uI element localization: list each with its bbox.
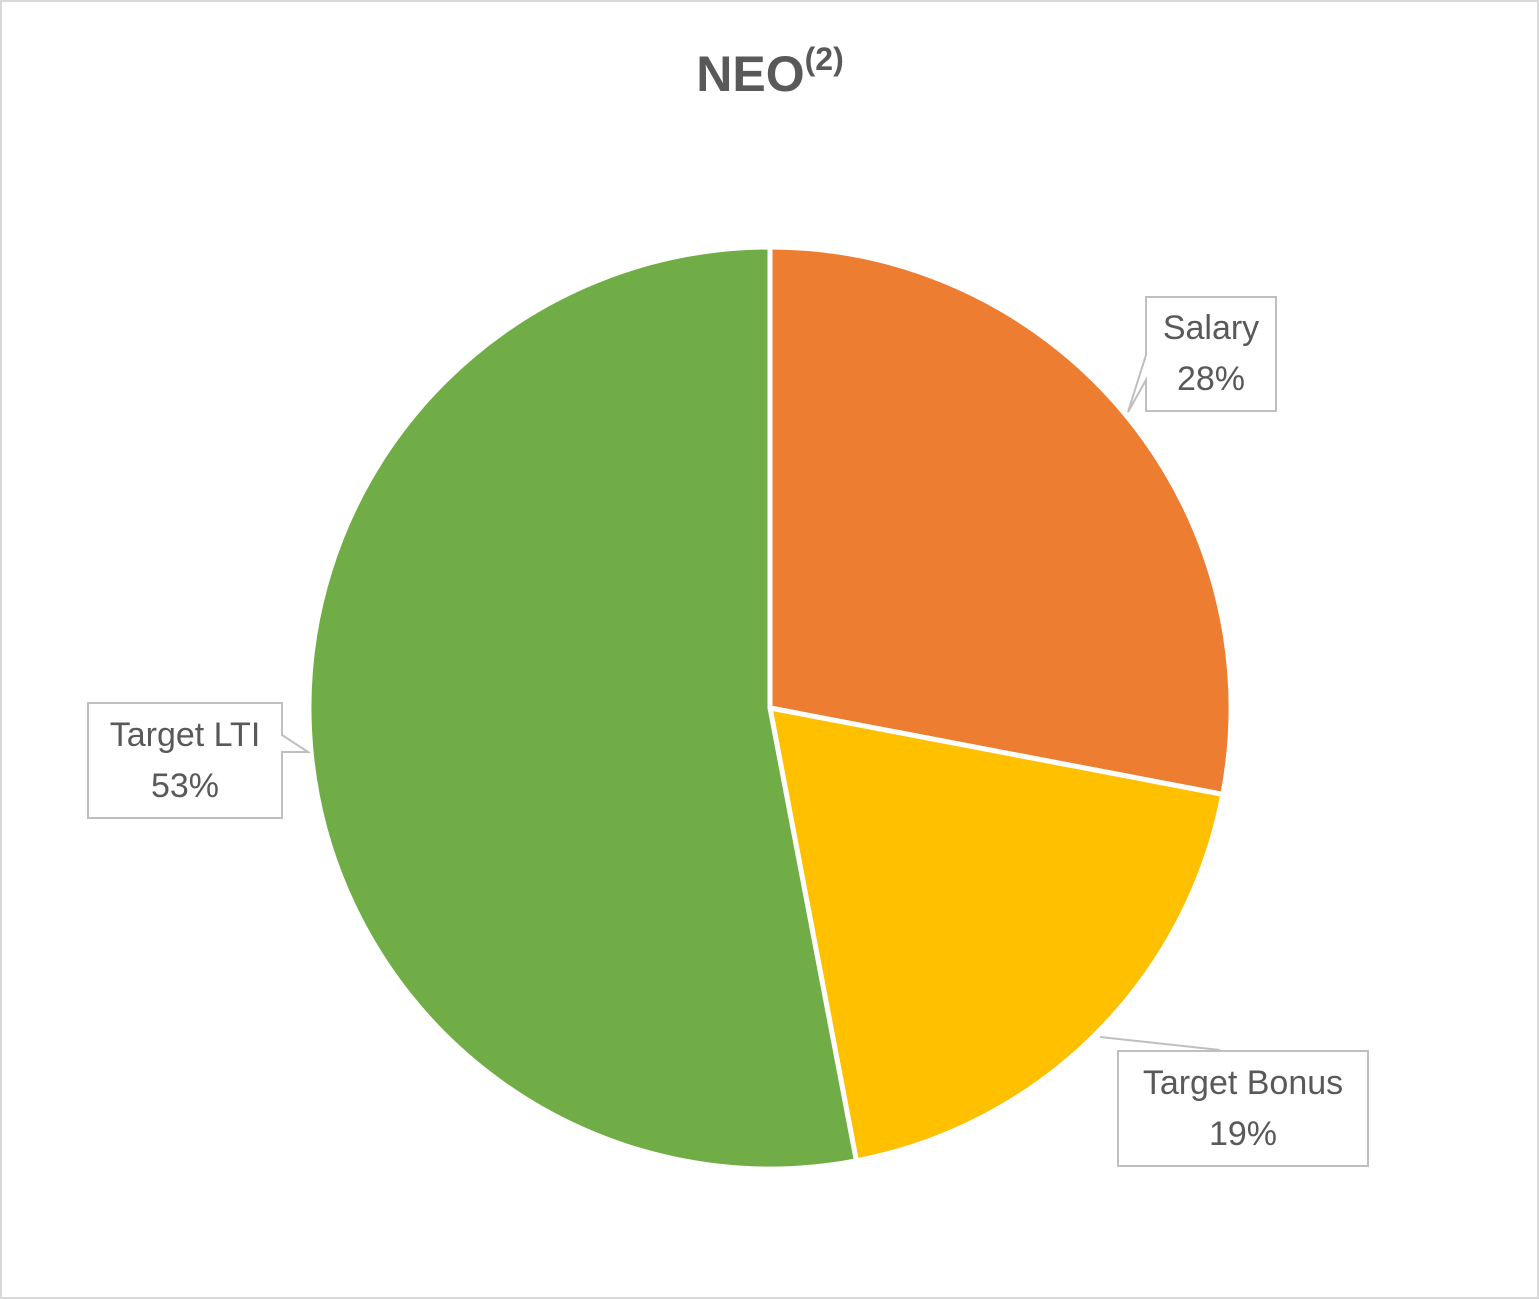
callouts [87,296,1369,1167]
data-labels: Salary 28% Target Bonus 19% Target LTI 53% [110,309,1343,1153]
pie-slice [306,244,860,1172]
callout-box [1099,1036,1369,1167]
title-main: NEO [696,46,804,102]
pie-slice [767,244,1234,798]
pie [306,244,1234,1172]
callout-box [1127,296,1277,413]
data-label-name: Salary [1163,309,1259,347]
chart-title: NEO(2) [696,41,843,102]
pie-slice [766,704,1226,1164]
callout-box [87,702,312,819]
data-label-name: Target Bonus [1143,1064,1343,1102]
title-superscript: (2) [805,41,844,77]
data-label-value: 19% [1209,1115,1277,1153]
data-label-value: 28% [1177,360,1245,398]
data-label-value: 53% [151,767,219,805]
data-label-name: Target LTI [110,716,261,754]
